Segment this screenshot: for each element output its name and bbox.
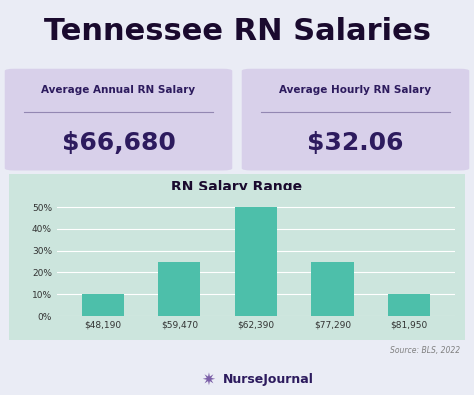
FancyBboxPatch shape: [242, 69, 469, 171]
Bar: [388, 294, 430, 316]
Text: NurseJournal: NurseJournal: [223, 373, 314, 386]
Bar: [158, 261, 201, 316]
Text: RN Salary Range: RN Salary Range: [172, 181, 302, 194]
Text: Percentage of RNs: Percentage of RNs: [196, 203, 279, 211]
FancyBboxPatch shape: [5, 69, 232, 171]
Text: ✷: ✷: [201, 371, 216, 389]
Bar: [311, 261, 354, 316]
Text: Source: BLS, 2022: Source: BLS, 2022: [390, 346, 460, 355]
Bar: [82, 294, 124, 316]
Text: Average Annual RN Salary: Average Annual RN Salary: [41, 85, 196, 95]
Text: Average Hourly RN Salary: Average Hourly RN Salary: [280, 85, 431, 95]
Text: Tennessee RN Salaries: Tennessee RN Salaries: [44, 17, 430, 46]
Text: $32.06: $32.06: [307, 131, 404, 155]
Text: $66,680: $66,680: [62, 131, 175, 155]
Bar: [235, 207, 277, 316]
